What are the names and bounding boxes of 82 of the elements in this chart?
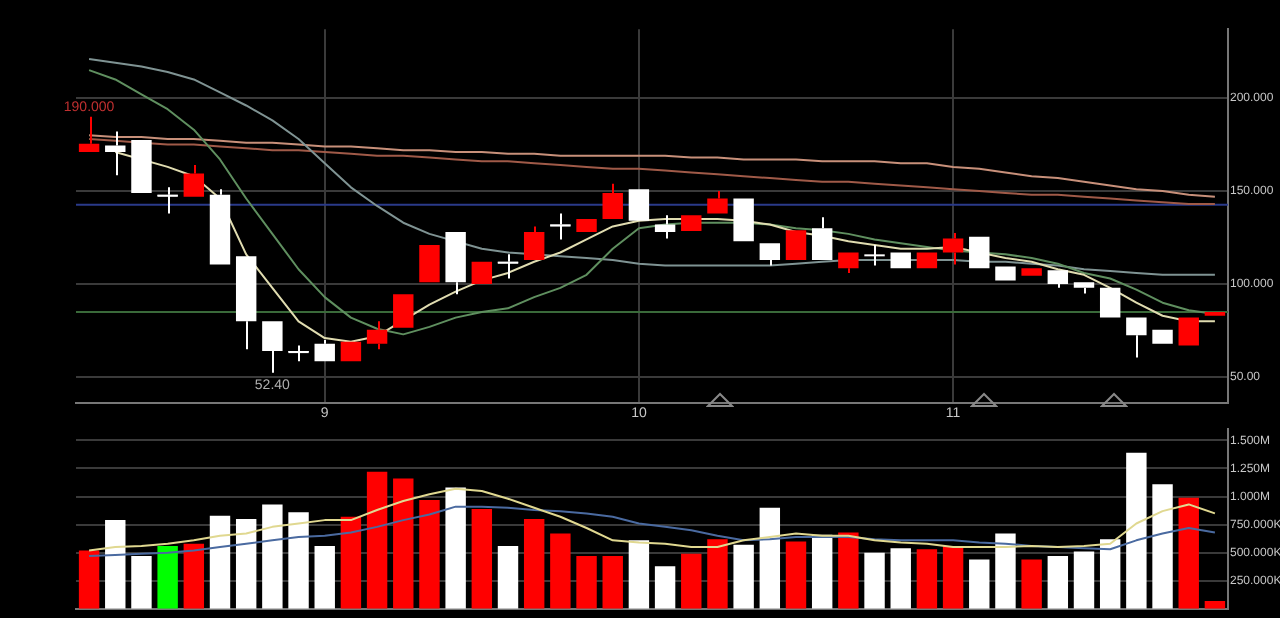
bar [969, 559, 990, 609]
candlestick [707, 190, 728, 214]
candlestick [602, 182, 623, 219]
bar [183, 543, 205, 609]
candlestick [838, 252, 859, 274]
bar [445, 487, 466, 609]
bar [890, 548, 911, 609]
bar [602, 556, 623, 609]
candlestick [235, 256, 257, 351]
candlestick [1178, 317, 1199, 346]
bar [1021, 559, 1042, 609]
candlestick [366, 320, 388, 351]
bar [681, 553, 702, 609]
candlestick [131, 139, 152, 193]
bar [105, 520, 126, 609]
bar [131, 556, 152, 609]
candlestick [733, 198, 754, 242]
bar [995, 533, 1016, 609]
bar [550, 533, 571, 609]
candlestick [576, 218, 597, 233]
bar [497, 545, 519, 609]
bar [1126, 452, 1147, 609]
candlestick [262, 321, 283, 374]
candlestick [681, 215, 702, 232]
bar [523, 519, 545, 609]
candlestick [628, 189, 650, 221]
bar [1178, 497, 1199, 609]
bar [419, 499, 440, 609]
bar [654, 566, 676, 609]
bar [707, 539, 728, 609]
candlestick [1073, 282, 1095, 295]
candlestick [1126, 317, 1147, 359]
bar [340, 516, 362, 609]
bar [471, 508, 493, 609]
candlestick [340, 341, 362, 362]
bar [628, 540, 650, 609]
candlestick [785, 230, 807, 260]
candlestick [942, 231, 964, 266]
candlestick [890, 252, 911, 269]
candlestick [209, 188, 231, 265]
bar [785, 541, 807, 609]
bar [838, 532, 859, 609]
candlestick [969, 236, 990, 269]
bar [916, 549, 938, 609]
bar [1047, 556, 1069, 609]
bar [759, 507, 781, 609]
candlestick [314, 338, 335, 362]
bar [288, 512, 309, 609]
candlestick [78, 115, 100, 153]
candlestick [1099, 287, 1121, 318]
candlestick [759, 243, 781, 267]
bar [1152, 484, 1173, 609]
bar [209, 515, 231, 609]
bar [157, 545, 178, 609]
candlestick [105, 130, 126, 177]
bar [314, 545, 335, 609]
bar [811, 534, 833, 609]
candlestick [393, 294, 414, 328]
bar [393, 478, 414, 609]
bar [262, 504, 283, 609]
candlestick [1021, 268, 1042, 276]
candlestick [419, 245, 440, 283]
candlestick [471, 261, 493, 285]
bar [235, 519, 257, 609]
bar [864, 552, 885, 609]
candlestick [863, 244, 886, 267]
bar [1099, 539, 1121, 609]
candlestick [995, 266, 1016, 281]
bar [942, 545, 964, 609]
candlestick [1047, 270, 1069, 289]
candlestick [654, 214, 676, 240]
candlestick [523, 225, 545, 260]
candlestick [445, 232, 466, 296]
bar [576, 556, 597, 609]
bar [1073, 551, 1095, 609]
bar [366, 471, 388, 609]
candlestick [183, 164, 205, 197]
bar [733, 544, 754, 609]
bar [78, 550, 100, 609]
candlestick [916, 252, 938, 269]
candlestick [1152, 329, 1173, 344]
candlestick [811, 216, 833, 260]
